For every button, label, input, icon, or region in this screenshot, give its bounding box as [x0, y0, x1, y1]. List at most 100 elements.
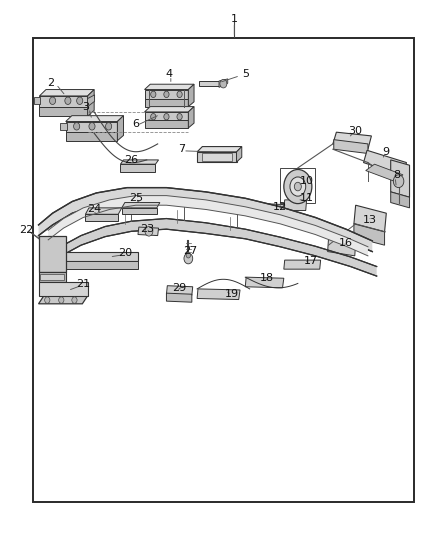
Circle shape [77, 97, 83, 104]
Text: 19: 19 [225, 289, 239, 299]
Polygon shape [333, 132, 371, 149]
Circle shape [45, 297, 50, 303]
Text: 29: 29 [173, 283, 187, 293]
Polygon shape [39, 282, 88, 296]
Polygon shape [284, 200, 307, 211]
Polygon shape [39, 188, 372, 252]
Circle shape [151, 114, 156, 120]
Circle shape [177, 114, 182, 120]
Polygon shape [391, 160, 410, 197]
Circle shape [106, 123, 112, 130]
Polygon shape [145, 99, 188, 107]
Polygon shape [199, 81, 219, 86]
Text: 18: 18 [260, 273, 274, 283]
Polygon shape [145, 112, 188, 120]
Polygon shape [145, 90, 188, 99]
Text: 20: 20 [118, 248, 132, 258]
Text: 7: 7 [178, 144, 185, 154]
Polygon shape [66, 132, 117, 141]
Text: 10: 10 [300, 176, 314, 186]
Polygon shape [39, 272, 66, 282]
Polygon shape [197, 147, 242, 152]
Polygon shape [61, 219, 377, 276]
Polygon shape [39, 107, 88, 116]
Polygon shape [202, 153, 232, 161]
Polygon shape [197, 289, 240, 300]
Circle shape [164, 114, 169, 120]
Bar [33, 38, 414, 502]
Polygon shape [39, 236, 66, 272]
Circle shape [49, 97, 56, 104]
Polygon shape [120, 160, 159, 164]
Polygon shape [39, 96, 88, 107]
Polygon shape [219, 79, 228, 87]
Text: 16: 16 [339, 238, 353, 247]
Polygon shape [245, 277, 284, 288]
Polygon shape [391, 192, 410, 208]
Polygon shape [328, 239, 356, 256]
Circle shape [164, 91, 169, 98]
Circle shape [72, 297, 77, 303]
Text: 17: 17 [304, 256, 318, 266]
Polygon shape [48, 196, 368, 256]
Text: 24: 24 [87, 204, 101, 214]
Circle shape [184, 253, 193, 264]
Circle shape [393, 175, 404, 188]
Polygon shape [66, 122, 117, 132]
Circle shape [65, 97, 71, 104]
Text: 4: 4 [165, 69, 172, 78]
Text: 30: 30 [348, 126, 362, 135]
Polygon shape [166, 293, 192, 302]
Polygon shape [354, 224, 385, 245]
Polygon shape [66, 116, 124, 122]
Circle shape [89, 123, 95, 130]
Polygon shape [145, 84, 194, 90]
Text: 8: 8 [393, 170, 400, 180]
Circle shape [284, 169, 312, 204]
Text: 11: 11 [300, 193, 314, 203]
Text: 21: 21 [76, 279, 90, 288]
Polygon shape [263, 204, 285, 214]
Text: 13: 13 [363, 215, 377, 224]
Polygon shape [122, 203, 160, 208]
Polygon shape [145, 107, 194, 112]
Text: 9: 9 [382, 147, 389, 157]
Text: 12: 12 [273, 202, 287, 212]
Polygon shape [39, 90, 94, 96]
Polygon shape [334, 140, 368, 154]
Polygon shape [40, 274, 64, 280]
Polygon shape [122, 208, 157, 214]
Polygon shape [145, 120, 188, 128]
Polygon shape [237, 147, 242, 162]
Text: 25: 25 [129, 193, 143, 203]
Circle shape [145, 227, 153, 236]
Circle shape [294, 182, 301, 191]
Polygon shape [284, 260, 321, 269]
Circle shape [290, 177, 306, 196]
Polygon shape [46, 252, 138, 261]
Circle shape [74, 123, 80, 130]
Polygon shape [166, 286, 193, 295]
Text: 5: 5 [242, 69, 249, 78]
Text: 2: 2 [47, 78, 54, 87]
Polygon shape [60, 123, 67, 130]
Circle shape [186, 253, 191, 258]
Polygon shape [366, 164, 403, 181]
Polygon shape [197, 152, 237, 162]
Polygon shape [188, 107, 194, 128]
Circle shape [220, 79, 227, 88]
Circle shape [151, 91, 156, 98]
Text: 23: 23 [140, 224, 154, 234]
Text: 3: 3 [82, 102, 89, 111]
Text: 26: 26 [124, 155, 138, 165]
Polygon shape [39, 296, 88, 304]
Polygon shape [85, 214, 118, 221]
Text: 1: 1 [231, 14, 238, 23]
Polygon shape [120, 164, 155, 172]
Circle shape [177, 91, 182, 98]
Polygon shape [138, 227, 159, 236]
Polygon shape [188, 84, 194, 107]
Polygon shape [46, 261, 138, 269]
Text: 22: 22 [19, 225, 33, 235]
Polygon shape [364, 150, 406, 176]
